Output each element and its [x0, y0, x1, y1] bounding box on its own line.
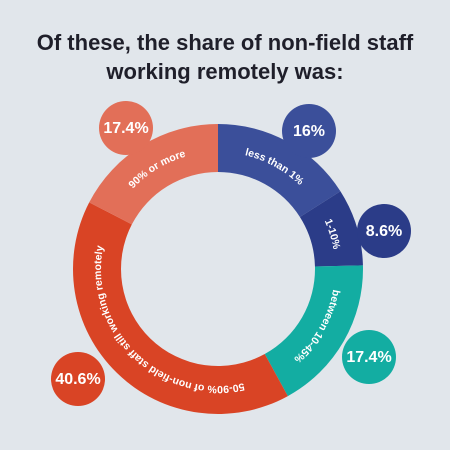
donut-slice [264, 265, 363, 397]
data-label: 40.6% [55, 371, 100, 388]
data-label: 17.4% [103, 120, 148, 137]
donut-slice [72, 202, 288, 414]
title-line-2: working remotely was: [106, 59, 344, 84]
donut-slice [89, 124, 218, 225]
value-bubble [357, 204, 411, 258]
title-line-1: Of these, the share of non-field staff [36, 30, 414, 55]
data-label: 17.4% [346, 349, 391, 366]
value-bubble [99, 101, 153, 155]
page-title: Of these, the share of non-field staff w… [0, 28, 450, 86]
value-bubble [342, 330, 396, 384]
donut-slice [218, 124, 341, 218]
value-bubble [51, 352, 105, 406]
value-bubble [282, 104, 336, 158]
data-label: 8.6% [366, 223, 402, 240]
data-label: 16% [293, 123, 325, 140]
donut-slice [299, 191, 363, 267]
